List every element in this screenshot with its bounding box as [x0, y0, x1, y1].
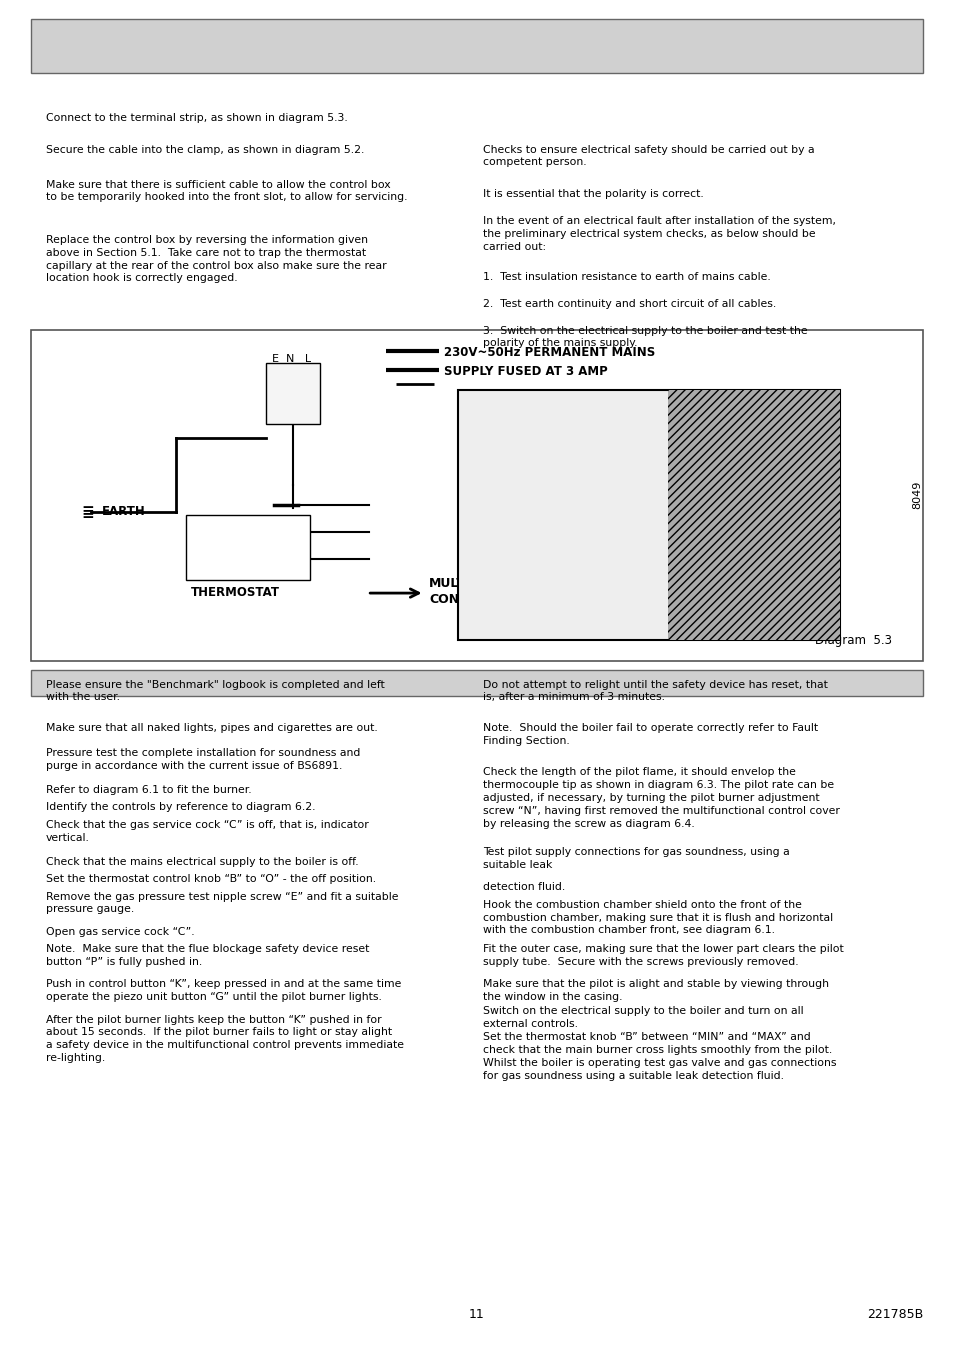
Text: Make sure that the pilot is alight and stable by viewing through
the window in t: Make sure that the pilot is alight and s…	[482, 979, 828, 1002]
Text: It is essential that the polarity is correct.: It is essential that the polarity is cor…	[482, 189, 702, 199]
Text: detection fluid.: detection fluid.	[482, 882, 564, 892]
Text: 221785B: 221785B	[866, 1308, 923, 1321]
Text: Identify the controls by reference to diagram 6.2.: Identify the controls by reference to di…	[46, 802, 314, 812]
Text: Remove the gas pressure test nipple screw “E” and fit a suitable
pressure gauge.: Remove the gas pressure test nipple scre…	[46, 892, 397, 915]
Text: 8049: 8049	[911, 481, 921, 509]
Text: Note.  Make sure that the flue blockage safety device reset
button “P” is fully : Note. Make sure that the flue blockage s…	[46, 944, 369, 967]
Text: SUPPLY FUSED AT 3 AMP: SUPPLY FUSED AT 3 AMP	[443, 365, 607, 378]
Text: Do not attempt to relight until the safety device has reset, that
is, after a mi: Do not attempt to relight until the safe…	[482, 680, 827, 703]
Bar	[30, 330, 923, 661]
Text: ≣: ≣	[81, 504, 93, 520]
Text: Check the length of the pilot flame, it should envelop the
thermocouple tip as s: Check the length of the pilot flame, it …	[482, 767, 839, 828]
Text: Make sure that all naked lights, pipes and cigarettes are out.: Make sure that all naked lights, pipes a…	[46, 723, 377, 732]
Text: Pressure test the complete installation for soundness and
purge in accordance wi: Pressure test the complete installation …	[46, 748, 360, 771]
FancyBboxPatch shape	[30, 19, 923, 73]
Text: MULTI-FUNCTIONAL
CONTROL: MULTI-FUNCTIONAL CONTROL	[429, 577, 565, 607]
Bar	[30, 670, 923, 696]
Bar	[186, 515, 310, 580]
Text: 2.  Test earth continuity and short circuit of all cables.: 2. Test earth continuity and short circu…	[482, 299, 775, 308]
Text: Diagram  5.3: Diagram 5.3	[814, 634, 891, 647]
Text: Please ensure the "Benchmark" logbook is completed and left
with the user.: Please ensure the "Benchmark" logbook is…	[46, 680, 384, 703]
Text: Make sure that there is sufficient cable to allow the control box
to be temporar: Make sure that there is sufficient cable…	[46, 180, 407, 203]
Text: THERMOSTAT: THERMOSTAT	[191, 586, 279, 600]
Text: Set the thermostat control knob “B” to “O” - the off position.: Set the thermostat control knob “B” to “…	[46, 874, 375, 884]
Bar	[266, 363, 319, 424]
Text: Refer to diagram 6.1 to fit the burner.: Refer to diagram 6.1 to fit the burner.	[46, 785, 252, 794]
Text: 3.  Switch on the electrical supply to the boiler and test the
polarity of the m: 3. Switch on the electrical supply to th…	[482, 326, 806, 349]
Text: EARTH: EARTH	[102, 505, 146, 519]
Text: Connect to the terminal strip, as shown in diagram 5.3.: Connect to the terminal strip, as shown …	[46, 113, 347, 123]
Text: In the event of an electrical fault after installation of the system,
the prelim: In the event of an electrical fault afte…	[482, 216, 835, 251]
Text: 1.  Test insulation resistance to earth of mains cable.: 1. Test insulation resistance to earth o…	[482, 272, 770, 281]
Text: Open gas service cock “C”.: Open gas service cock “C”.	[46, 927, 194, 936]
Text: After the pilot burner lights keep the button “K” pushed in for
about 15 seconds: After the pilot burner lights keep the b…	[46, 1015, 403, 1063]
Text: 230V~50Hz PERMANENT MAINS: 230V~50Hz PERMANENT MAINS	[443, 346, 654, 359]
Text: Checks to ensure electrical safety should be carried out by a
competent person.: Checks to ensure electrical safety shoul…	[482, 145, 814, 168]
Text: Note.  Should the boiler fail to operate correctly refer to Fault
Finding Sectio: Note. Should the boiler fail to operate …	[482, 723, 817, 746]
Text: Push in control button “K”, keep pressed in and at the same time
operate the pie: Push in control button “K”, keep pressed…	[46, 979, 401, 1002]
Text: Replace the control box by reversing the information given
above in Section 5.1.: Replace the control box by reversing the…	[46, 235, 386, 284]
Text: Check that the mains electrical supply to the boiler is off.: Check that the mains electrical supply t…	[46, 857, 358, 866]
Text: E  N   L: E N L	[272, 354, 311, 363]
Text: Test pilot supply connections for gas soundness, using a
suitable leak: Test pilot supply connections for gas so…	[482, 847, 789, 870]
Text: 11: 11	[469, 1308, 484, 1321]
Text: Hook the combustion chamber shield onto the front of the
combustion chamber, mak: Hook the combustion chamber shield onto …	[482, 900, 832, 935]
Text: Secure the cable into the clamp, as shown in diagram 5.2.: Secure the cable into the clamp, as show…	[46, 145, 364, 154]
Text: Fit the outer case, making sure that the lower part clears the pilot
supply tube: Fit the outer case, making sure that the…	[482, 944, 842, 967]
Bar	[457, 390, 839, 640]
Text: Switch on the electrical supply to the boiler and turn on all
external controls.: Switch on the electrical supply to the b…	[482, 1006, 802, 1029]
Text: Check that the gas service cock “C” is off, that is, indicator
vertical.: Check that the gas service cock “C” is o…	[46, 820, 368, 843]
Bar	[667, 390, 839, 640]
Text: Set the thermostat knob “B” between “MIN” and “MAX” and
check that the main burn: Set the thermostat knob “B” between “MIN…	[482, 1032, 836, 1081]
